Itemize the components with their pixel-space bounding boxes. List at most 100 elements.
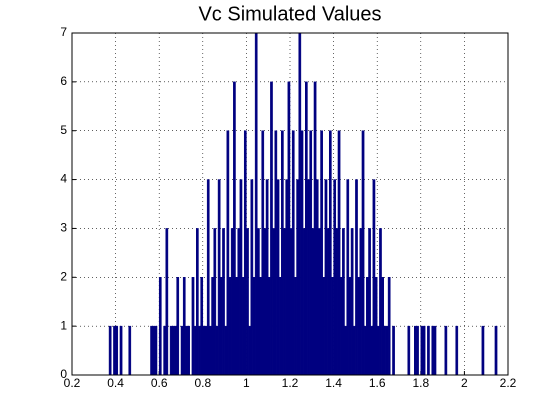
bar xyxy=(246,228,249,376)
bar xyxy=(344,325,347,376)
bar xyxy=(355,179,358,376)
bar xyxy=(305,81,308,376)
bar xyxy=(302,228,306,376)
bar xyxy=(281,130,284,376)
bar xyxy=(383,325,387,376)
bar xyxy=(128,325,132,376)
bar xyxy=(191,277,195,376)
bar xyxy=(193,325,197,376)
plot-frame xyxy=(71,32,509,376)
bar xyxy=(219,277,223,376)
x-tick-label: 0.2 xyxy=(64,376,81,390)
bar xyxy=(307,179,310,376)
bar xyxy=(213,228,217,376)
bar xyxy=(335,228,339,376)
y-tick-label: 6 xyxy=(60,74,67,88)
bar xyxy=(270,81,273,376)
bar xyxy=(455,325,459,376)
bar xyxy=(370,325,374,376)
x-tick-label: 2.2 xyxy=(500,376,517,390)
bar xyxy=(206,179,210,376)
bar xyxy=(294,277,297,376)
bar xyxy=(169,325,173,376)
bar xyxy=(211,277,214,376)
bar xyxy=(267,277,271,376)
bar xyxy=(276,179,280,376)
bar xyxy=(265,179,269,376)
bar xyxy=(283,228,286,376)
bar xyxy=(309,130,313,376)
bar xyxy=(348,277,352,376)
bar xyxy=(287,81,291,376)
bar xyxy=(285,179,289,376)
bar xyxy=(444,325,448,376)
bar xyxy=(150,325,153,376)
bar xyxy=(263,228,267,376)
x-tick-label: 1.4 xyxy=(325,376,342,390)
bar xyxy=(392,325,395,376)
bar xyxy=(331,277,334,376)
bar xyxy=(379,228,382,376)
bar xyxy=(237,228,241,376)
bar xyxy=(372,179,376,376)
bar xyxy=(352,325,356,376)
bar xyxy=(230,228,234,376)
bar xyxy=(381,277,384,376)
y-tick-label: 0 xyxy=(60,367,67,381)
bar xyxy=(239,179,243,376)
bar xyxy=(342,228,345,376)
bar xyxy=(298,32,302,376)
bar xyxy=(368,228,371,376)
bar xyxy=(296,179,299,376)
bar xyxy=(259,277,262,376)
bar xyxy=(315,179,319,376)
bar xyxy=(416,325,419,376)
y-tick-label: 5 xyxy=(60,123,67,137)
x-tick-label: 2 xyxy=(461,376,468,390)
bar xyxy=(250,179,254,376)
x-tick-label: 1 xyxy=(243,376,250,390)
bar xyxy=(272,228,275,376)
bar xyxy=(363,325,367,376)
bar xyxy=(241,277,245,376)
bar xyxy=(289,228,293,376)
bar xyxy=(172,325,175,376)
bar xyxy=(414,325,417,376)
bar xyxy=(374,277,378,376)
bar xyxy=(422,325,426,376)
bar xyxy=(359,228,363,376)
bar xyxy=(152,325,156,376)
bar xyxy=(361,130,365,376)
bar xyxy=(337,130,341,376)
bar xyxy=(346,179,350,376)
bar xyxy=(182,277,186,376)
bar xyxy=(202,325,206,376)
bar xyxy=(198,325,201,376)
bar xyxy=(387,277,391,376)
bar xyxy=(407,325,411,376)
bar xyxy=(481,325,485,376)
bar xyxy=(326,228,330,376)
x-tick-label: 0.6 xyxy=(151,376,168,390)
bar xyxy=(165,228,169,376)
bar xyxy=(252,277,256,376)
bar xyxy=(318,228,321,376)
bar xyxy=(494,325,498,376)
bar xyxy=(333,179,337,376)
bar xyxy=(235,277,238,376)
bar xyxy=(108,325,112,376)
bar xyxy=(226,130,230,376)
bar xyxy=(322,277,326,376)
bar xyxy=(163,325,166,376)
bar xyxy=(243,130,247,376)
bar xyxy=(176,277,180,376)
y-tick-label: 4 xyxy=(60,172,67,186)
bar xyxy=(261,130,265,376)
bar xyxy=(248,325,252,376)
bar xyxy=(158,277,162,376)
bar xyxy=(433,325,437,376)
bar xyxy=(196,228,199,376)
bar xyxy=(115,325,119,376)
y-tick-label: 1 xyxy=(60,318,67,332)
